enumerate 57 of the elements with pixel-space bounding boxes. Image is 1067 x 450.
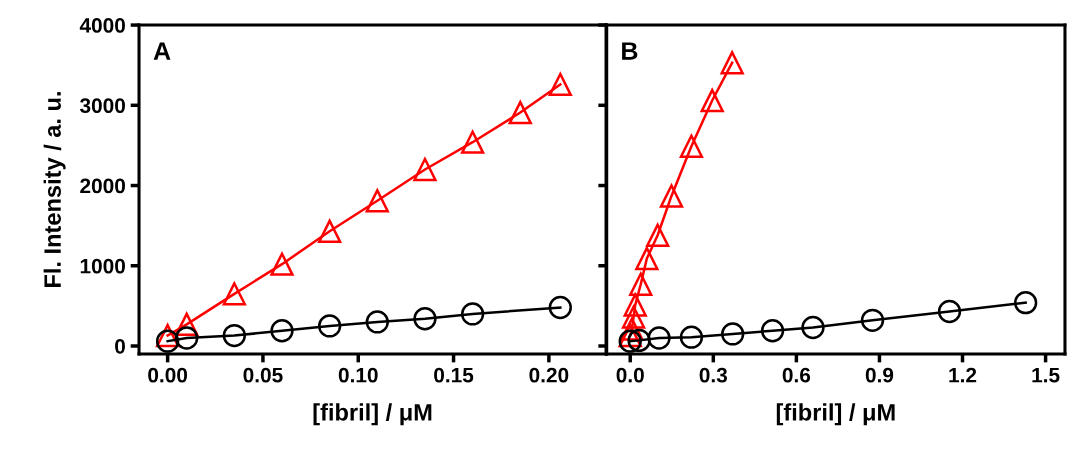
point xyxy=(618,329,642,353)
point xyxy=(413,157,437,182)
y-axis-title: Fl. Intensity / a. u. xyxy=(43,92,66,287)
x-tick-label: 0.9 xyxy=(865,367,894,383)
point xyxy=(720,51,744,75)
y-tick-label: 3000 xyxy=(79,98,125,114)
point xyxy=(629,272,653,296)
point xyxy=(645,223,670,247)
x-tick-label: 0.15 xyxy=(434,367,474,383)
x-tick-label: 1.5 xyxy=(1032,367,1060,383)
point xyxy=(222,323,247,348)
point xyxy=(635,246,659,271)
x-tick-label: 0.6 xyxy=(782,367,811,383)
point xyxy=(508,100,532,125)
point xyxy=(365,310,389,334)
point xyxy=(647,326,671,350)
y-tick-label: 1000 xyxy=(80,258,125,274)
point xyxy=(627,328,651,353)
point xyxy=(721,322,745,346)
point xyxy=(621,305,646,329)
x-tick-label: 0.05 xyxy=(243,367,283,383)
point xyxy=(155,329,180,353)
point xyxy=(413,307,437,331)
x-tick-label: 0.00 xyxy=(148,367,188,383)
point xyxy=(860,308,885,332)
annotation: B xyxy=(622,42,638,60)
point xyxy=(460,130,485,154)
point xyxy=(760,319,785,343)
annotation: A xyxy=(153,42,171,60)
x-axis-title: [fibril] / μM xyxy=(313,403,432,426)
x-tick-label: 0.3 xyxy=(699,367,728,383)
point xyxy=(222,282,247,306)
point xyxy=(937,299,962,324)
point xyxy=(548,295,572,320)
point xyxy=(317,314,342,338)
point xyxy=(175,326,199,350)
point xyxy=(700,88,724,113)
point xyxy=(270,319,294,343)
point xyxy=(679,134,704,158)
point xyxy=(317,219,342,243)
y-tick-label: 4000 xyxy=(79,18,125,33)
x-tick-label: 1.2 xyxy=(949,367,977,383)
point xyxy=(1013,291,1038,315)
point xyxy=(548,72,572,97)
x-tick-label: 0.10 xyxy=(338,367,378,383)
point xyxy=(270,252,294,276)
point xyxy=(623,293,647,317)
y-tick-label: 2000 xyxy=(80,178,125,194)
point xyxy=(801,315,825,340)
point xyxy=(365,189,389,213)
point xyxy=(679,325,704,349)
x-tick-label: 0.20 xyxy=(529,367,569,383)
point xyxy=(460,302,485,326)
x-tick-label: 0.0 xyxy=(616,367,644,383)
point xyxy=(659,184,684,208)
x-axis-title: [fibril] / μM xyxy=(776,403,895,426)
y-tick-label: 0 xyxy=(115,338,125,354)
